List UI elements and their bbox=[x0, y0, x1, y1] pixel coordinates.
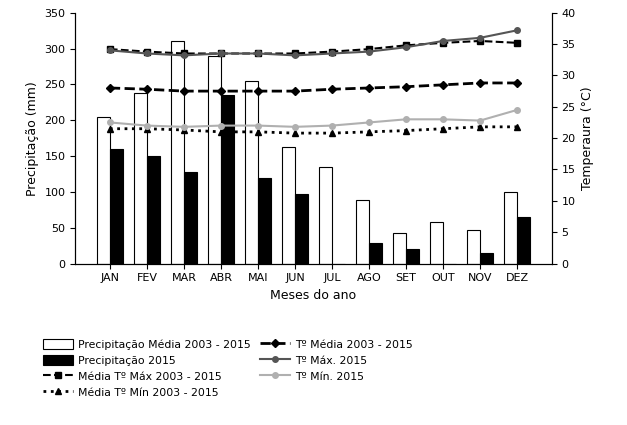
Bar bbox=[282, 147, 295, 264]
Bar bbox=[245, 81, 258, 264]
Y-axis label: Temperaura (°C): Temperaura (°C) bbox=[581, 86, 594, 190]
Bar bbox=[221, 95, 234, 264]
Bar bbox=[258, 178, 271, 264]
Bar bbox=[110, 149, 123, 264]
Bar bbox=[369, 244, 382, 264]
Bar bbox=[97, 116, 110, 264]
Bar bbox=[147, 156, 160, 264]
Bar bbox=[393, 233, 406, 264]
Bar bbox=[208, 56, 221, 264]
Bar bbox=[406, 249, 419, 264]
Bar bbox=[504, 192, 517, 264]
Bar bbox=[467, 230, 480, 264]
X-axis label: Meses do ano: Meses do ano bbox=[270, 289, 357, 302]
Y-axis label: Precipitação (mm): Precipitação (mm) bbox=[26, 81, 39, 196]
Bar bbox=[430, 222, 443, 264]
Bar bbox=[480, 253, 493, 264]
Bar bbox=[295, 194, 308, 264]
Bar bbox=[184, 172, 197, 264]
Bar bbox=[171, 41, 184, 264]
Bar bbox=[134, 93, 147, 264]
Bar bbox=[319, 167, 332, 264]
Bar bbox=[356, 201, 369, 264]
Legend: Precipitação Média 2003 - 2015, Precipitação 2015, Média Tº Máx 2003 - 2015, Méd: Precipitação Média 2003 - 2015, Precipit… bbox=[43, 339, 413, 398]
Bar bbox=[517, 217, 530, 264]
